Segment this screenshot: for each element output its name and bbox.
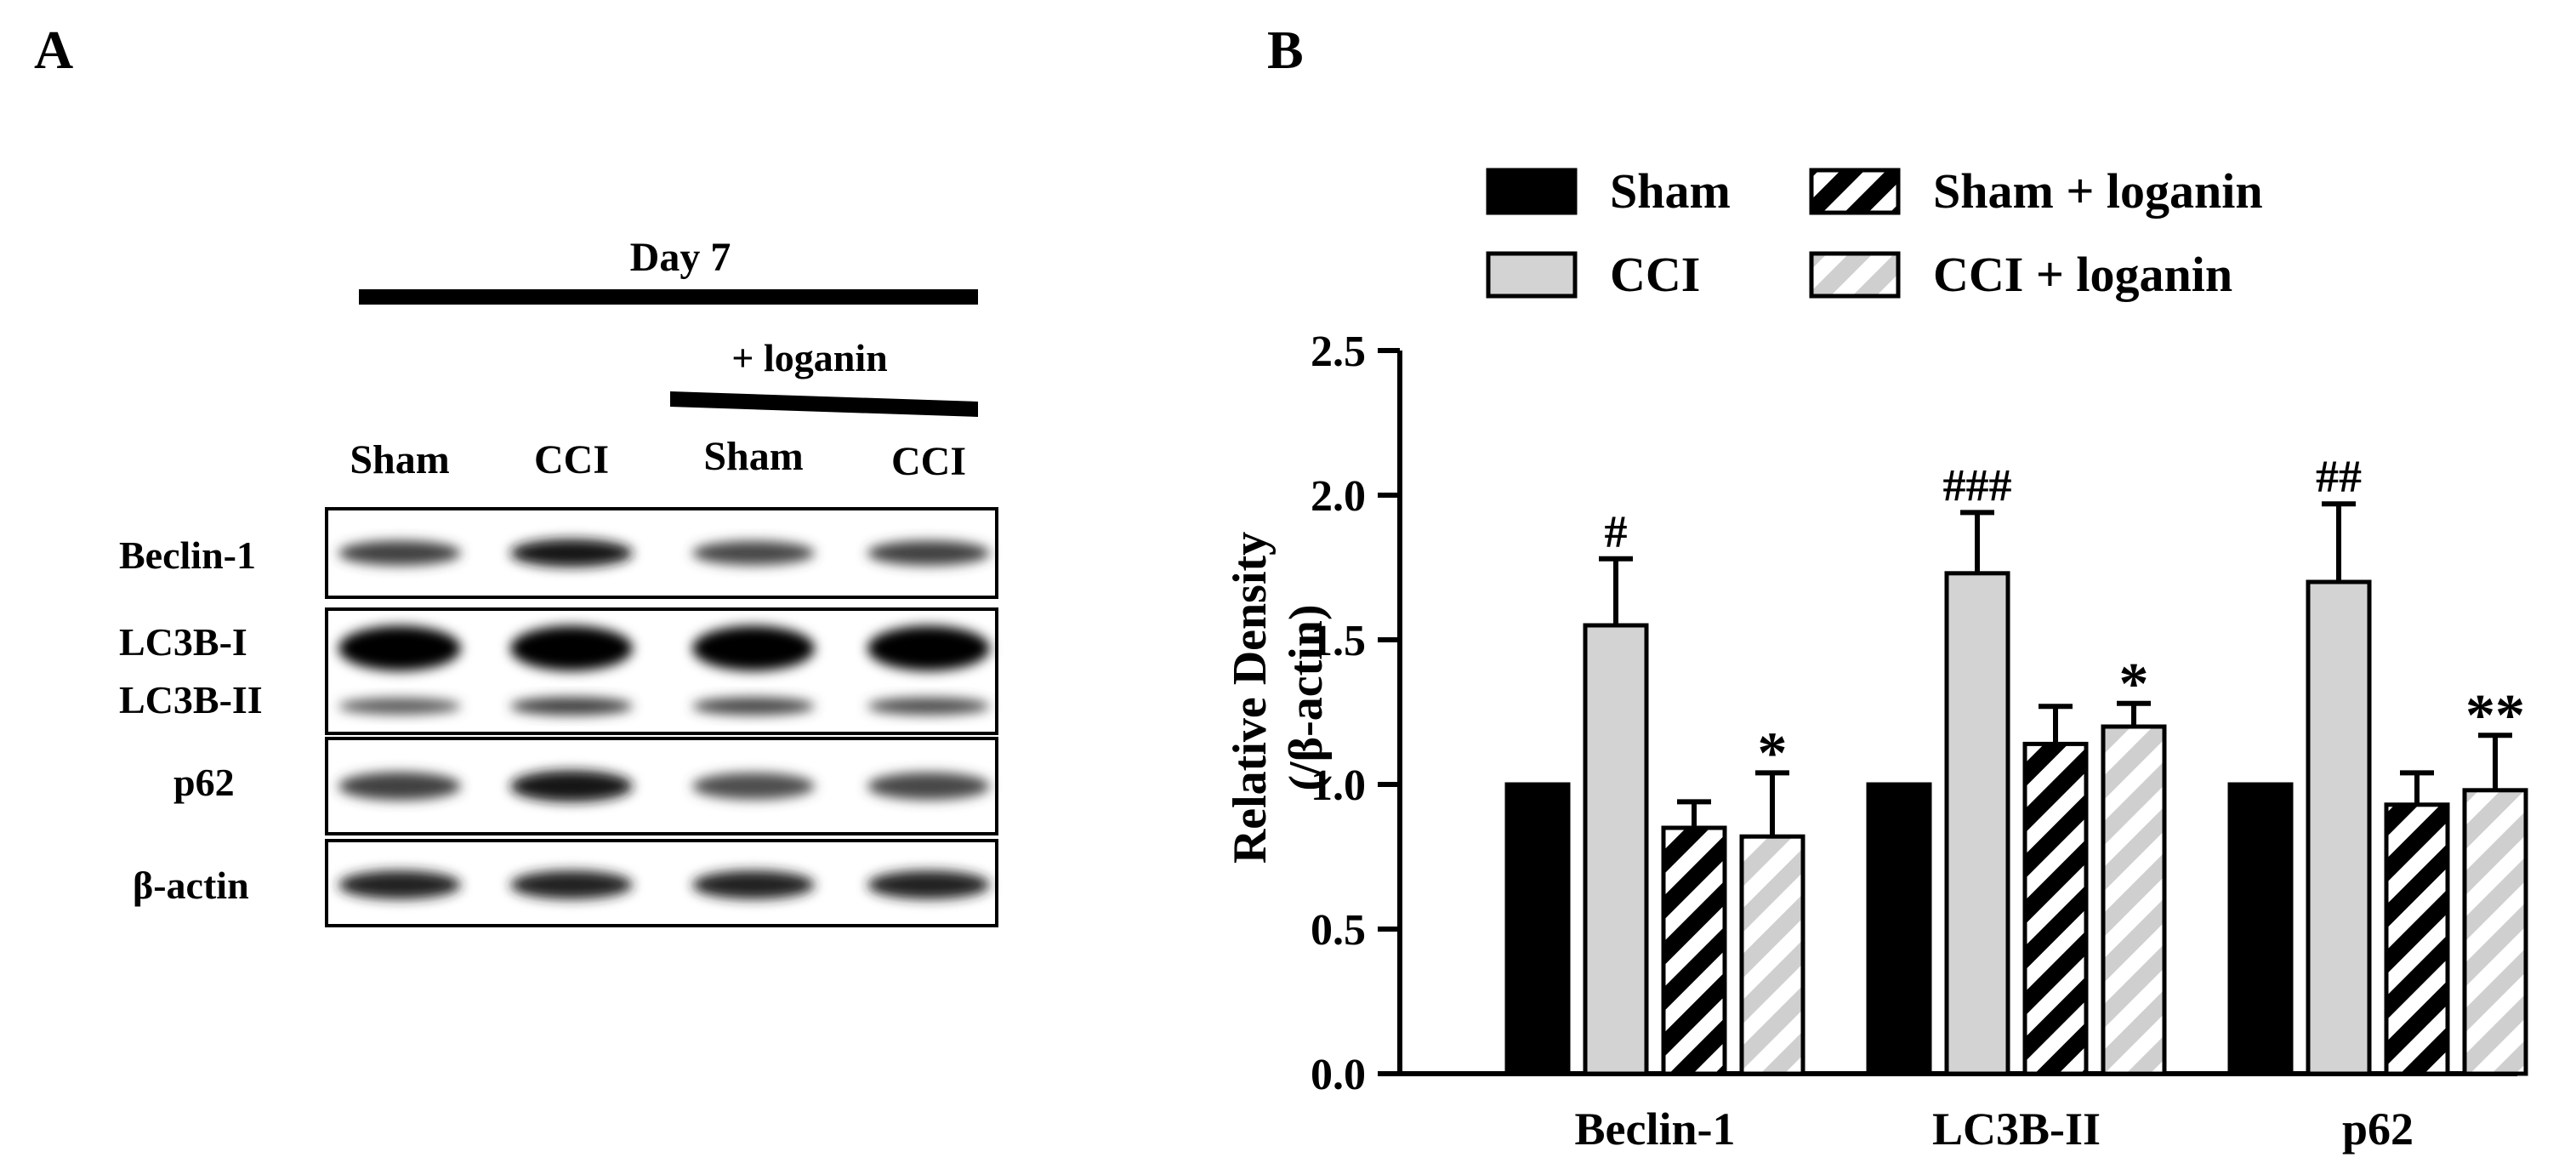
- blot-label-p62: p62: [173, 761, 235, 804]
- y-axis-title: Relative Density (/β-actin): [1224, 532, 1333, 864]
- blot-band: [510, 697, 633, 716]
- y-tick-label: 2.5: [1311, 328, 1366, 376]
- panel-a-label: A: [34, 20, 73, 80]
- bar: [1583, 623, 1649, 1076]
- significance-mark: **: [2465, 683, 2525, 749]
- legend-item-cci: CCI: [1486, 247, 1700, 302]
- legend-item-sham-loganin: Sham + loganin: [1809, 163, 2263, 219]
- blot-frame-lc3b: [325, 607, 998, 735]
- blot-band: [510, 770, 633, 802]
- bar: [2306, 579, 2372, 1076]
- timepoint-label: Day 7: [630, 235, 731, 280]
- legend-label-cci: CCI: [1610, 247, 1700, 302]
- blot-band: [510, 625, 633, 671]
- legend-swatch-sham: [1486, 168, 1578, 215]
- significance-mark: *: [2119, 652, 2149, 717]
- legend-swatch-cci: [1486, 251, 1578, 299]
- bar: [2022, 741, 2089, 1076]
- blot-band: [692, 697, 815, 716]
- bar: [1739, 834, 1805, 1076]
- blot-band: [338, 870, 461, 899]
- blot-band: [867, 772, 990, 801]
- bar: [1866, 782, 1932, 1076]
- lane-label: CCI: [891, 439, 966, 484]
- blot-band: [692, 540, 815, 566]
- blot-label-beta-actin: β-actin: [133, 864, 249, 907]
- panel-b-label: B: [1267, 20, 1304, 80]
- bar: [2462, 788, 2528, 1076]
- blot-band: [338, 772, 461, 801]
- blot-band: [692, 625, 815, 671]
- bar: [1504, 782, 1571, 1076]
- blot-label-lc3b-i: LC3B-I: [119, 620, 247, 664]
- blot-label-lc3b-ii: LC3B-II: [119, 678, 263, 721]
- x-category-label: p62: [2342, 1103, 2414, 1155]
- lane-label: Sham: [350, 437, 449, 482]
- y-axis-title-line2: (/β-actin): [1280, 604, 1333, 790]
- blot-band: [867, 870, 990, 899]
- y-tick-label: 2.0: [1311, 472, 1366, 521]
- blot-label-beclin-1: Beclin-1: [119, 533, 256, 577]
- treatment-label: + loganin: [731, 336, 887, 379]
- lane-labels: Sham CCI Sham CCI: [350, 434, 966, 484]
- blot-band: [867, 697, 990, 716]
- x-category-label: Beclin-1: [1575, 1103, 1736, 1155]
- blot-band: [338, 625, 461, 671]
- significance-mark: ##: [2316, 451, 2362, 502]
- x-category-label: LC3B-II: [1932, 1103, 2101, 1155]
- y-tick-label: 0.0: [1311, 1051, 1366, 1099]
- bar: [1944, 571, 2010, 1076]
- significance-mark: *: [1758, 721, 1788, 786]
- lane-label: CCI: [534, 437, 609, 482]
- significance-mark: #: [1605, 506, 1628, 557]
- blot-band: [510, 539, 633, 567]
- blot-band: [867, 625, 990, 671]
- panel-b: B Sham Sham + loganin CCI CCI + loganin …: [1224, 20, 2528, 1155]
- legend-label-sham: Sham: [1610, 163, 1731, 219]
- blot-band: [867, 540, 990, 566]
- legend-label-cci-loganin: CCI + loganin: [1933, 247, 2232, 302]
- bar: [1661, 825, 1727, 1076]
- panel-a: A Day 7 + loganin Sham CCI Sham CCI Becl…: [34, 20, 998, 927]
- y-tick-label: 1.0: [1311, 761, 1366, 810]
- significance-mark: ###: [1943, 459, 2012, 510]
- chart-bars: # * ### * ## **: [1504, 451, 2528, 1076]
- blot-band: [692, 773, 815, 800]
- blot-band: [338, 540, 461, 566]
- blot-band: [338, 698, 461, 715]
- legend: Sham Sham + loganin CCI CCI + loganin: [1486, 163, 2263, 302]
- legend-label-sham-loganin: Sham + loganin: [1933, 163, 2263, 219]
- bar: [2384, 802, 2450, 1076]
- treatment-bar: [670, 391, 978, 417]
- legend-item-cci-loganin: CCI + loganin: [1809, 247, 2232, 302]
- blot-band: [692, 870, 815, 899]
- timepoint-bar: [359, 289, 978, 305]
- y-axis-title-line1: Relative Density: [1224, 532, 1277, 864]
- legend-item-sham: Sham: [1486, 163, 1731, 219]
- blot-band: [510, 870, 633, 899]
- x-axis-categories: Beclin-1 LC3B-II p62: [1575, 1103, 2414, 1155]
- lane-label: Sham: [703, 434, 803, 479]
- bar: [2227, 782, 2294, 1076]
- y-tick-label: 1.5: [1311, 617, 1366, 665]
- legend-swatch-sham-loganin: [1809, 168, 1901, 215]
- y-tick-label: 0.5: [1311, 906, 1366, 955]
- legend-swatch-cci-loganin: [1809, 251, 1901, 299]
- bar: [2101, 724, 2167, 1076]
